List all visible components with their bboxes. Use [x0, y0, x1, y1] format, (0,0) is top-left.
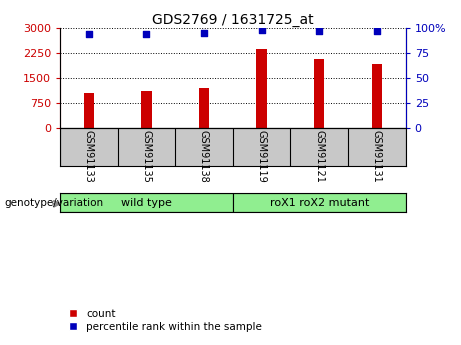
Text: GSM91131: GSM91131 — [372, 130, 382, 183]
Text: GSM91121: GSM91121 — [314, 130, 324, 183]
Point — [142, 31, 150, 36]
Bar — [141, 91, 152, 128]
Point — [85, 31, 92, 36]
Point — [200, 30, 207, 36]
Bar — [372, 65, 382, 128]
Point — [258, 27, 266, 32]
Text: GSM91135: GSM91135 — [142, 130, 151, 183]
Text: GSM91119: GSM91119 — [257, 130, 266, 183]
Bar — [314, 59, 325, 128]
Point — [373, 28, 381, 33]
Bar — [256, 49, 267, 128]
Bar — [60, 193, 233, 212]
Legend: count, percentile rank within the sample: count, percentile rank within the sample — [65, 305, 266, 336]
Title: GDS2769 / 1631725_at: GDS2769 / 1631725_at — [152, 12, 313, 27]
Bar — [199, 88, 209, 128]
Text: GSM91138: GSM91138 — [199, 130, 209, 183]
Text: wild type: wild type — [121, 198, 172, 208]
Point — [315, 28, 323, 33]
Bar — [83, 93, 94, 128]
Text: genotype/variation: genotype/variation — [5, 198, 104, 207]
Bar — [233, 193, 406, 212]
Text: GSM91133: GSM91133 — [84, 130, 94, 183]
Text: roX1 roX2 mutant: roX1 roX2 mutant — [270, 198, 369, 208]
